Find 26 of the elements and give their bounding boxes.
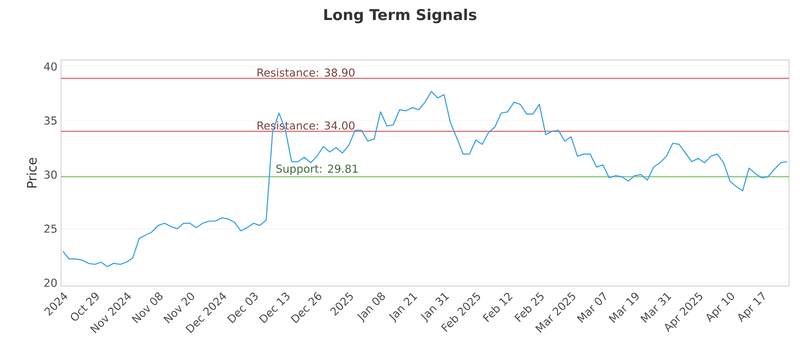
x-tick-label: Apr 10 (706, 292, 734, 322)
x-tick-label: Jan 21 (388, 293, 418, 323)
y-tick-label: 20 (44, 278, 57, 287)
x-tick-label: Dec 03 (227, 292, 258, 324)
x-tick-label: Mar 07 (576, 292, 606, 323)
ref-line-label: Support: 29.81 (276, 164, 358, 175)
y-tick-label: 35 (44, 116, 57, 125)
x-tick-label: Dec 26 (290, 292, 322, 324)
chart-title: Long Term Signals (324, 8, 476, 24)
x-tick-label: Jan 08 (357, 292, 385, 323)
x-tick-label: Oct 29 (70, 292, 99, 321)
y-tick-label: 40 (44, 62, 57, 71)
x-tick-label: Apr 17 (738, 292, 765, 322)
x-tick-label: Jan 31 (420, 293, 450, 323)
line-series (62, 90, 788, 268)
x-tick-label: Nov 08 (132, 292, 163, 324)
ref-line-label: Resistance: 38.90 (258, 68, 355, 77)
x-tick-label: Mar 31 (640, 293, 672, 323)
y-axis-title: Price (26, 158, 37, 188)
x-tick-label: Feb 12 (482, 292, 513, 322)
x-tick-label: Nov 20 (163, 292, 194, 324)
x-tick-label: Mar 19 (608, 292, 639, 323)
x-tick-label: Feb 25 (514, 292, 544, 322)
y-tick-label: 30 (44, 170, 57, 179)
y-tick-label: 25 (44, 224, 57, 233)
x-tick-label: Dec 13 (258, 292, 290, 324)
